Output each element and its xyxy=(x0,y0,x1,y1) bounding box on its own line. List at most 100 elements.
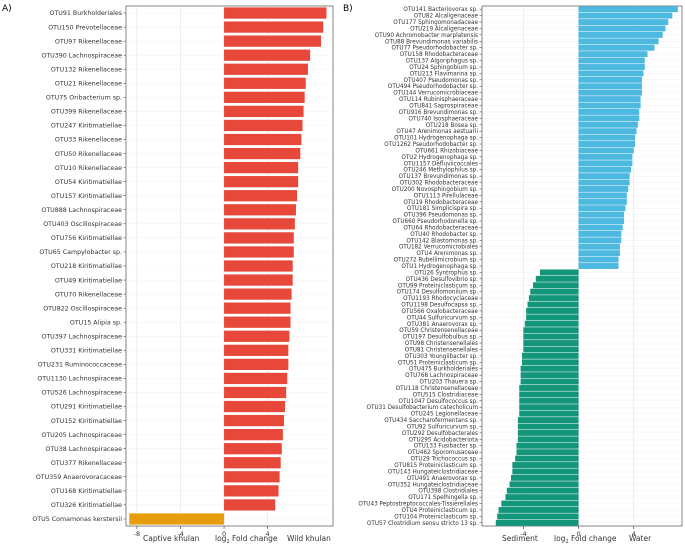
panel-a-bar xyxy=(224,7,327,19)
panel-b-bar xyxy=(578,51,648,58)
panel-b-category-label: OTU24 Sphingobium sp. xyxy=(409,65,478,71)
panel-b-category-label: OTU200 Novosphingobium sp. xyxy=(392,187,479,193)
panel-b-bar xyxy=(517,417,579,424)
panel-b-category-label: OTU43 Peptostreptococcales-Tissierellale… xyxy=(358,502,478,508)
panel-a-bar xyxy=(224,49,311,61)
panel-b-category-label: OTU64 Rhodobacteraceae xyxy=(403,225,478,231)
panel-b-category-label: OTU434 Saccharofermentans sp. xyxy=(384,418,478,424)
panel-a-category-label: OTU205 Lachnospiraceae xyxy=(41,432,122,439)
panel-a-bar xyxy=(224,21,324,33)
panel-b-category-label: OTU2 Hydrogenophaga sp. xyxy=(401,155,478,161)
panel-b-category-label: OTU381 Anaerovorax sp. xyxy=(407,322,478,328)
panel-a-category-label: OTU326 Kiritimatiellae xyxy=(51,502,122,509)
panel-b-category-label: OTU515 Clostridiaceae xyxy=(413,392,479,398)
panel-a-category-label: OTU70 Rikenellaceae xyxy=(55,291,122,298)
panel-b-xtick-label: 4 xyxy=(632,530,636,538)
panel-b-category-label: OTU90 Achromobacter marplatensis xyxy=(375,33,478,39)
panel-a-category-label: OTU97 Rikenellaceae xyxy=(55,38,122,45)
panel-a-xlabel-left: Captive khulan xyxy=(143,534,200,543)
panel-b-bar xyxy=(533,282,579,289)
panel-b-bar xyxy=(578,19,669,26)
panel-b-chart: -4 0 4 OTU141 Bacteriovorax sp.OTU82 Alcali… xyxy=(358,6,682,538)
panel-b-bar xyxy=(578,160,633,167)
panel-a-category-label: OTU65 Campylobacter sp. xyxy=(39,249,122,256)
panel-b-bar xyxy=(512,462,579,468)
panel-b-category-label: OTU47 Arenimonas aestuarii xyxy=(396,129,478,135)
panel-b-category-label: OTU177 Sphingomonadaceae xyxy=(393,20,478,26)
panel-b-bar xyxy=(498,506,579,513)
panel-b-category-label: OTU197 Desulfobulbus sp. xyxy=(403,335,479,341)
panel-b-category-label: OTU99 Proteiniclasticum sp. xyxy=(398,283,478,289)
panel-b-bar xyxy=(535,275,579,282)
panel-b-bar xyxy=(528,295,579,302)
panel-b-bar xyxy=(517,423,579,430)
panel-b-bar xyxy=(522,359,579,366)
panel-a-category-label: OTU152 Kiritimatiellae xyxy=(51,418,122,425)
panel-b-xlabel-mid: log2 Fold change xyxy=(554,534,617,544)
panel-b-category-label: OTU141 Bacteriovorax sp. xyxy=(403,7,478,13)
panel-b-category-label: OTU661 Rhizobiaceae xyxy=(415,148,478,154)
panel-b-category-label: OTU494 Pseudorhodobacter sp. xyxy=(388,84,478,90)
panel-b-bar xyxy=(578,96,641,103)
panel-a-bar xyxy=(224,176,299,188)
panel-b-category-label: OTU203 Thauera sp. xyxy=(420,380,479,386)
panel-b-bar xyxy=(578,102,641,109)
panel-b-category-label: OTU4 Proteiniclasticum sp. xyxy=(402,508,479,514)
panel-a-category-label: OTU1130 Lachnospiraceae xyxy=(37,376,122,383)
panel-b-bar xyxy=(506,487,579,494)
panel-b-bar xyxy=(520,372,579,379)
panel-a-bar xyxy=(224,119,303,132)
panel-b-bar xyxy=(578,237,622,244)
panel-b-bar xyxy=(578,12,673,19)
panel-b-category-label: OTU352 Hungateiclostridiaceae xyxy=(388,482,479,488)
panel-a-category-label: OTU526 Lachnospiraceae xyxy=(41,390,122,397)
panel-b-bar xyxy=(517,429,579,436)
panel-b-category-label: OTU31 Desulfobacterium catecholicum xyxy=(367,405,479,411)
panel-b-category-label: OTU114 Rubinisphaeraceae xyxy=(399,97,479,103)
panel-a-bar xyxy=(224,499,276,511)
panel-b-bar xyxy=(578,57,645,64)
panel-b-bar xyxy=(519,404,579,411)
panel-b-bar xyxy=(578,44,655,51)
panel-a-bar xyxy=(224,443,282,455)
panel-a-bar xyxy=(224,133,302,146)
panel-b-bar xyxy=(578,83,642,90)
panel-b-bar xyxy=(578,192,627,199)
panel-b-bar xyxy=(505,494,579,501)
panel-b-bar xyxy=(516,449,579,456)
panel-b-bar xyxy=(516,442,579,449)
panel-a-bar xyxy=(224,471,280,483)
panel-b-category-label: OTU181 Simplicispira sp. xyxy=(407,206,478,212)
panel-b-bar xyxy=(578,76,642,83)
panel-b-bar xyxy=(578,128,637,135)
panel-b-category-label: OTU740 Isosphaeraceae xyxy=(409,116,479,122)
panel-b-category-label: OTU1 Hydrogenophaga sp. xyxy=(401,264,478,270)
panel-a-bar xyxy=(224,190,298,202)
panel-b-bar xyxy=(578,243,620,250)
panel-b-category-label: OTU815 Proteiniclasticum sp. xyxy=(394,463,478,469)
panel-b-bar xyxy=(578,153,633,160)
panel-b-category-label: OTU1193 Rhodocyclaceae xyxy=(403,296,478,302)
panel-a-xlabel-mid: log2 Fold change xyxy=(215,534,278,544)
panel-b-category-label: OTU1262 Pseudorhodobacter sp. xyxy=(384,142,478,148)
panel-b-bar xyxy=(578,121,638,128)
panel-b-bar xyxy=(578,186,629,192)
panel-b-bar xyxy=(578,198,627,205)
panel-b-bar xyxy=(578,141,636,147)
panel-b-xlabel-right: Water xyxy=(629,534,652,543)
panel-a-bar xyxy=(224,386,287,399)
panel-b-bar xyxy=(519,391,579,398)
panel-b-bar xyxy=(497,513,579,520)
panel-a-category-label: OTU822 Oscillospiraceae xyxy=(43,305,122,312)
panel-b-category-label: OTU174 Desulfomonilum sp. xyxy=(397,290,479,296)
panel-b-bar xyxy=(578,25,666,32)
panel-a-category-label: OTU218 Kiritimatiellae xyxy=(51,263,122,270)
panel-b-category-label: OTU1113 Pirellulaceae xyxy=(414,193,479,199)
panel-b-category-label: OTU77 Pseudorhodobacter sp. xyxy=(391,46,478,52)
panel-b-category-label: OTU436 Desulfovibrio sp. xyxy=(406,277,479,283)
panel-a-category-label: OTU231 Ruminococcaceae xyxy=(38,362,123,369)
panel-a-xtick-label: 0 xyxy=(222,530,226,538)
panel-b-bar xyxy=(512,468,579,475)
panel-b-category-label: OTU137 Brevundimonas sp. xyxy=(399,174,479,180)
panel-b-bar xyxy=(519,410,579,417)
